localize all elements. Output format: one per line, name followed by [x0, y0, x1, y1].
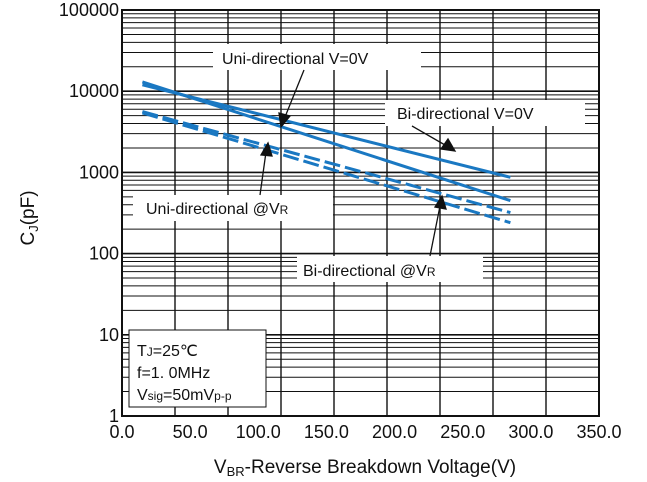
x-tick-label: 150.0 [304, 422, 349, 442]
x-tick-label: 200.0 [372, 422, 417, 442]
x-tick-label: 50.0 [173, 422, 208, 442]
series-line-3 [142, 110, 511, 215]
label-box-uni-vr [133, 195, 333, 221]
label-uni-v0: Uni-directional V=0V [222, 51, 369, 68]
arrow-uni-v0 [284, 69, 305, 118]
series-line-4 [141, 111, 511, 225]
arrow-bi-vr [429, 205, 441, 257]
condition-vsig: Vsig=50mVp-p [137, 387, 232, 404]
x-tick-label: 250.0 [440, 422, 485, 442]
label-box-bi-v0 [385, 100, 585, 126]
x-tick-label: 300.0 [508, 422, 553, 442]
arrow-bi-v0 [411, 125, 446, 146]
plot-frame [121, 9, 600, 417]
arrowhead-uni-vr [259, 141, 273, 157]
label-box-bi-vr [297, 256, 483, 282]
arrowhead-bi-v0 [439, 137, 457, 152]
y-tick-label: 1 [109, 406, 119, 426]
arrow-uni-vr [259, 151, 267, 196]
arrowhead-bi-vr [433, 194, 447, 210]
tick-labels: 1 10 100 1000 10000 100000 0.0 50.0 100.0 150.0 20… [59, 0, 622, 442]
x-tick-label: 100.0 [236, 422, 281, 442]
condition-tj: TJ=25℃ [137, 343, 198, 360]
arrowhead-uni-v0 [278, 112, 292, 129]
y-tick-label: 100 [89, 244, 119, 264]
label-box-uni-v0 [213, 44, 421, 70]
conditions-box [128, 329, 267, 408]
x-tick-label: 0.0 [109, 422, 134, 442]
y-tick-label: 1000 [79, 162, 119, 182]
y-tick-label: 100000 [59, 0, 119, 20]
condition-freq: f=1. 0MHz [137, 365, 210, 382]
series-lines [141, 80, 511, 225]
x-tick-label: 350.0 [576, 422, 621, 442]
series-line-2 [142, 83, 511, 179]
y-tick-label: 10000 [69, 81, 119, 101]
pointer-arrows [259, 69, 457, 257]
x-axis-title: VBR-Reverse Breakdown Voltage(V) [214, 457, 516, 479]
label-uni-vr: Uni-directional @VR [146, 201, 289, 218]
y-axis-title: CJ(pF) [18, 190, 41, 245]
label-bi-vr: Bi-directional @VR [303, 263, 436, 280]
y-tick-label: 10 [99, 325, 119, 345]
label-bi-v0: Bi-directional V=0V [397, 106, 534, 123]
